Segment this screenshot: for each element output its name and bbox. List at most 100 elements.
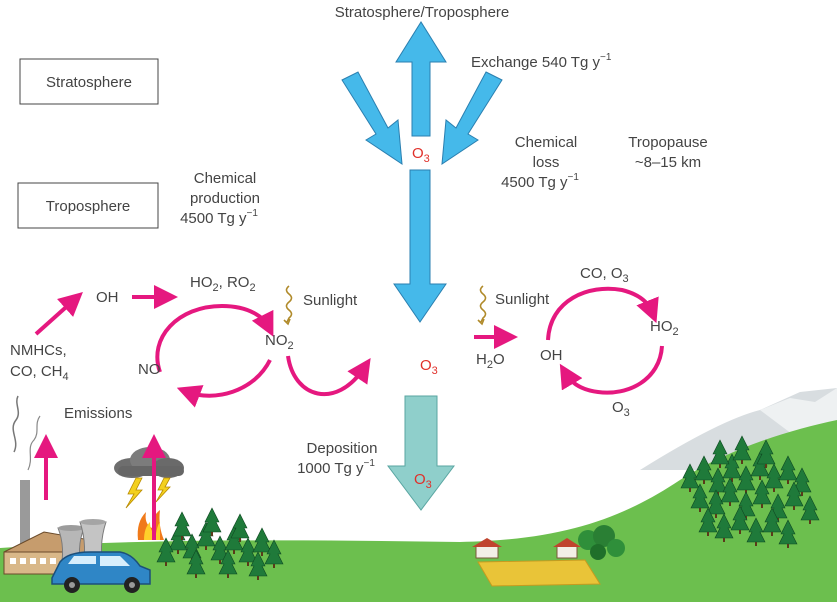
tree-trunk (205, 546, 207, 550)
landscape (0, 388, 837, 602)
factory-icon (3, 395, 107, 575)
o3-deposition: O3 (414, 471, 432, 491)
tree-trunk (787, 480, 789, 484)
tree-trunk (181, 536, 183, 540)
tree-trunk (177, 550, 179, 554)
house-icon (472, 538, 502, 559)
ho2-right-label: HO2 (650, 318, 679, 338)
arrow-nmhc-to-oh (34, 291, 83, 336)
tree-trunk (773, 488, 775, 492)
o3-stratosphere: O3 (412, 145, 430, 165)
lightning-icon (125, 477, 143, 509)
tree-trunk (719, 464, 721, 468)
tree-trunk (765, 464, 767, 468)
sunlight-squiggle-icon (285, 285, 293, 323)
reaction-arrows (34, 285, 664, 540)
text-labels: Stratosphere/Troposphere Exchange 540 Tg… (10, 4, 708, 491)
storm-cloud-icon (114, 447, 184, 478)
down-right-arrow-icon (341, 71, 403, 165)
arrow-no2-to-o3 (286, 355, 371, 397)
down-left-arrow-icon (441, 71, 503, 165)
tree-trunk (239, 538, 241, 542)
tree-trunk (261, 552, 263, 556)
h2o-label: H2O (476, 351, 505, 371)
oh-right: OH (540, 347, 563, 364)
chem-loss-line3: 4500 Tg y−1 (501, 172, 579, 191)
tree-trunk (195, 574, 197, 578)
chem-prod-line1: Chemical (194, 170, 257, 187)
tree-trunk (787, 544, 789, 548)
o3-troposphere: O3 (420, 357, 438, 377)
chem-loss-line2: loss (533, 154, 560, 171)
tree-trunk (759, 476, 761, 480)
nmhc-line2: CO, CH4 (10, 363, 69, 383)
tree-trunk (211, 532, 213, 536)
tree-icon (230, 513, 250, 539)
lightning-icon (155, 477, 171, 503)
sunlight-squiggle-icon (479, 285, 487, 323)
arrow-oh-to-ho2-right (546, 286, 659, 341)
tree-trunk (689, 488, 691, 492)
o3-right-label: O3 (612, 399, 630, 419)
tree-trunk (741, 460, 743, 464)
tree-trunk (247, 562, 249, 566)
sunlight-left-label: Sunlight (303, 292, 358, 309)
car-icon (51, 551, 151, 593)
ho2-ro2-label: HO2, RO2 (190, 274, 256, 294)
chem-prod-line2: production (190, 190, 260, 207)
emissions-label: Emissions (64, 405, 132, 422)
co-o3-label: CO, O3 (580, 265, 629, 285)
deposition-line2: 1000 Tg y−1 (297, 458, 375, 477)
exchange-label: Exchange 540 Tg y−1 (471, 52, 612, 71)
tree-trunk (793, 506, 795, 510)
arrow-ho2-to-oh-right (559, 345, 664, 395)
arrow-no2-to-no (176, 359, 272, 408)
chem-prod-line3: 4500 Tg y−1 (180, 208, 258, 227)
tree-icon (202, 507, 222, 533)
tree-trunk (233, 550, 235, 554)
chem-loss-line1: Chemical (515, 134, 578, 151)
tree-trunk (699, 508, 701, 512)
tree-trunk (723, 538, 725, 542)
tree-cluster (156, 435, 820, 580)
tree-trunk (731, 478, 733, 482)
stratosphere-box: Stratosphere (19, 58, 159, 105)
tropopause-line1: Tropopause (628, 134, 708, 151)
no2-label: NO2 (265, 332, 294, 352)
down-arrow-icon (393, 169, 447, 323)
fire-icon (137, 510, 164, 540)
oh-left: OH (96, 289, 119, 306)
tree-trunk (165, 562, 167, 566)
tree-trunk (703, 480, 705, 484)
tree-trunk (809, 520, 811, 524)
tree-trunk (739, 530, 741, 534)
tree-trunk (273, 564, 275, 568)
tree-trunk (219, 560, 221, 564)
tree-icon (252, 527, 272, 553)
tree-icon (172, 511, 192, 537)
field (477, 559, 601, 587)
tree-trunk (707, 532, 709, 536)
stratosphere-exchange-arrows (341, 21, 503, 323)
troposphere-label: Troposphere (46, 198, 131, 215)
tree-trunk (771, 532, 773, 536)
deposition-arrow-icon (387, 395, 455, 511)
tree-trunk (755, 542, 757, 546)
ground-hill (0, 420, 837, 602)
sunlight-right-label: Sunlight (495, 291, 550, 308)
nmhc-line1: NMHCs, (10, 342, 67, 359)
tree-trunk (761, 504, 763, 508)
tree-trunk (715, 514, 717, 518)
up-arrow-icon (395, 21, 447, 137)
tree-trunk (257, 576, 259, 580)
strat-trop-title: Stratosphere/Troposphere (335, 4, 510, 21)
no-label: NO (138, 361, 161, 378)
house-icon (553, 538, 581, 559)
deposition-line1: Deposition (307, 440, 378, 457)
troposphere-box: Troposphere (17, 182, 159, 229)
tree-trunk (801, 492, 803, 496)
stratosphere-label: Stratosphere (46, 74, 132, 91)
tropopause-line2: ~8–15 km (635, 154, 701, 171)
arrow-no-to-no2 (155, 303, 274, 373)
